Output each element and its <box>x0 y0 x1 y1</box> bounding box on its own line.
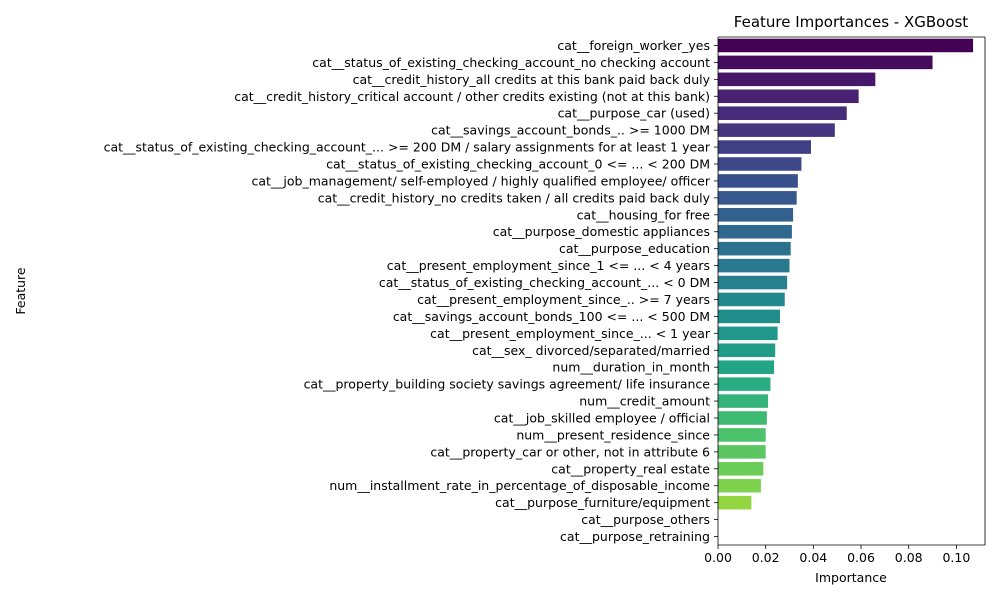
bar <box>718 140 811 154</box>
bar <box>718 106 847 120</box>
bar <box>718 326 778 341</box>
y-tick-label: num__installment_rate_in_percentage_of_d… <box>329 478 710 493</box>
bar <box>718 360 775 374</box>
y-tick-label: num__present_residence_since <box>516 427 710 442</box>
bar <box>718 394 769 408</box>
y-tick-label: cat__sex_ divorced/separated/married <box>472 343 710 358</box>
y-tick-label: cat__purpose_furniture/equipment <box>495 495 710 510</box>
bar <box>718 292 785 307</box>
y-tick-label: cat__purpose_retraining <box>560 529 710 544</box>
bar <box>718 258 790 273</box>
bar <box>718 89 859 104</box>
bar <box>718 208 794 222</box>
bar <box>718 174 798 188</box>
bars-layer <box>718 38 974 510</box>
y-tick-label: cat__job_management/ self-employed / hig… <box>251 173 710 188</box>
x-tick-label: 0.02 <box>752 550 780 565</box>
y-tick-label: cat__savings_account_bonds_100 <= ... < … <box>393 309 710 324</box>
y-tick-label: num__duration_in_month <box>552 360 710 375</box>
y-tick-label: cat__purpose_others <box>581 512 710 527</box>
bar <box>718 123 835 137</box>
y-tick-label: cat__property_car or other, not in attri… <box>430 444 710 459</box>
y-tick-label: cat__status_of_existing_checking_account… <box>104 140 711 155</box>
y-tick-label: cat__property_real estate <box>551 461 710 476</box>
bar <box>718 343 776 358</box>
x-tick-label: 0.04 <box>799 550 827 565</box>
y-tick-label: cat__credit_history_critical account / o… <box>234 89 710 104</box>
y-axis-ticks: cat__foreign_worker_yes cat__status_of_ex… <box>104 38 718 544</box>
y-tick-label: cat__credit_history_no credits taken / a… <box>318 190 711 205</box>
y-tick-label: cat__housing_for free <box>577 207 711 222</box>
y-tick-label: cat__purpose_education <box>559 241 710 256</box>
y-tick-label: num__credit_amount <box>579 394 710 409</box>
bar <box>718 191 797 205</box>
y-tick-label: cat__savings_account_bonds_.. >= 1000 DM <box>431 123 710 138</box>
bar <box>718 72 876 87</box>
bar <box>718 428 766 442</box>
bar <box>718 275 788 290</box>
x-axis-title: Importance <box>815 570 887 585</box>
bar <box>718 495 752 510</box>
y-tick-label: cat__status_of_existing_checking_account… <box>312 55 710 70</box>
y-tick-label: cat__purpose_domestic appliances <box>493 224 710 239</box>
chart-title: Feature Importances - XGBoost <box>734 13 969 31</box>
y-tick-label: cat__purpose_car (used) <box>558 106 710 121</box>
bar <box>718 445 766 459</box>
bar <box>718 241 791 256</box>
y-tick-label: cat__present_employment_since_.. >= 7 ye… <box>417 292 710 307</box>
x-tick-label: 0.06 <box>847 550 875 565</box>
y-tick-label: cat__status_of_existing_checking_account… <box>326 157 710 172</box>
bar <box>718 224 792 239</box>
axes <box>717 36 986 546</box>
y-tick-label: cat__job_skilled employee / official <box>494 411 710 426</box>
bar <box>718 55 933 70</box>
bar <box>718 377 771 391</box>
y-tick-label: cat__credit_history_all credits at this … <box>353 72 711 87</box>
bar <box>718 157 802 171</box>
bar <box>718 309 780 324</box>
y-tick-label: cat__property_building society savings a… <box>304 377 711 392</box>
bar <box>718 38 974 53</box>
bar <box>718 478 761 493</box>
x-tick-label: 0.08 <box>895 550 923 565</box>
bar <box>718 462 764 476</box>
bar <box>718 411 767 425</box>
y-tick-label: cat__present_employment_since_1 <= ... <… <box>387 258 710 273</box>
y-tick-label: cat__foreign_worker_yes <box>557 38 710 53</box>
y-tick-label: cat__present_employment_since_... < 1 ye… <box>430 326 711 341</box>
y-tick-label: cat__status_of_existing_checking_account… <box>379 275 710 290</box>
y-axis-title: Feature <box>13 267 28 315</box>
x-tick-label: 0.00 <box>704 550 732 565</box>
x-axis-ticks: 0.00 0.02 0.04 0.06 0.08 0.10 <box>704 545 970 565</box>
x-tick-label: 0.10 <box>942 550 970 565</box>
